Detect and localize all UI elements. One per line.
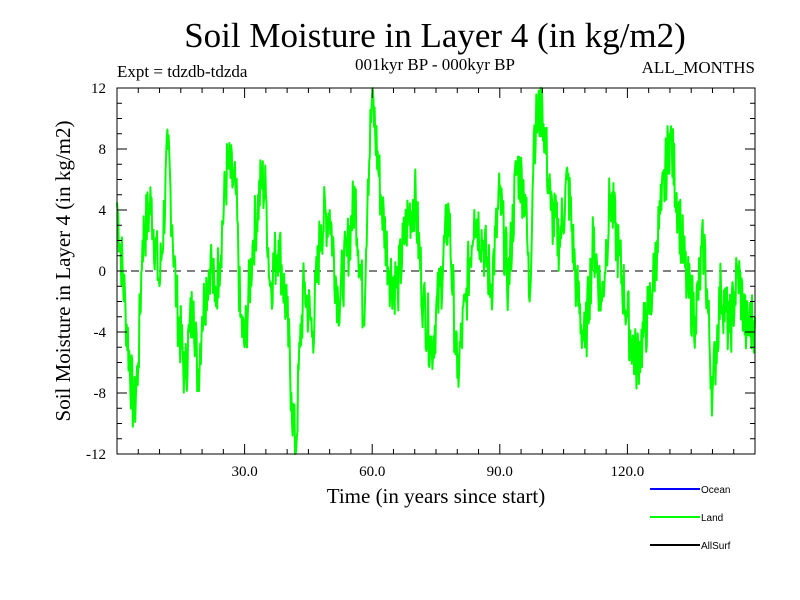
series-line-land	[116, 87, 756, 455]
y-tick-label: 12	[91, 81, 106, 97]
x-axis-label: Time (in years since start)	[327, 484, 546, 508]
left-note: Expt = tdzdb-tdzda	[117, 62, 248, 81]
series-layer	[116, 87, 756, 455]
y-tick-label: -4	[94, 325, 107, 341]
x-tick-label: 120.0	[611, 464, 645, 480]
y-tick-label: -8	[94, 386, 107, 402]
y-tick-label: -12	[86, 447, 106, 463]
chart-title: Soil Moisture in Layer 4 (in kg/m2)	[184, 16, 686, 55]
legend-label-land: Land	[701, 513, 723, 524]
y-tick-label: 8	[99, 142, 107, 158]
legend-label-ocean: Ocean	[701, 485, 730, 496]
x-tick-label: 60.0	[359, 464, 385, 480]
x-tick-label: 30.0	[231, 464, 257, 480]
legend: Ocean Land AllSurf	[650, 485, 731, 552]
x-tick-label: 90.0	[487, 464, 513, 480]
y-tick-label: 4	[99, 203, 107, 219]
y-tick-label: 0	[99, 264, 107, 280]
y-axis-label: Soil Moisture in Layer 4 (in kg/m2)	[51, 121, 75, 422]
x-tick-labels: 30.0 60.0 90.0 120.0	[231, 464, 644, 480]
y-tick-labels: -12 -8 -4 0 4 8 12	[86, 81, 107, 463]
right-note: ALL_MONTHS	[642, 58, 755, 77]
chart-subtitle: 001kyr BP - 000kyr BP	[355, 55, 515, 74]
axis-ticks	[117, 87, 755, 455]
legend-label-allsurf: AllSurf	[701, 541, 731, 552]
